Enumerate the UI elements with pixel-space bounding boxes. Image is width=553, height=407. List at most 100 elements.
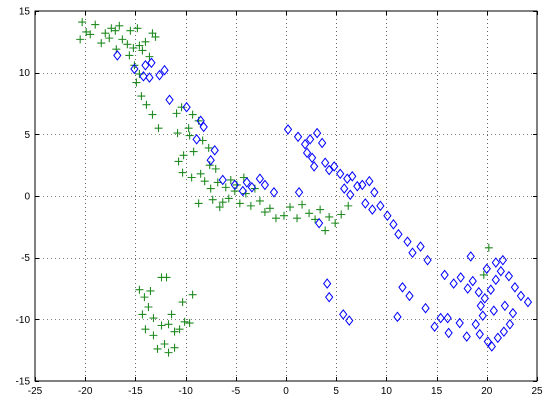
plus-marker: [178, 298, 187, 307]
plus-marker: [170, 343, 179, 352]
plus-marker: [177, 103, 186, 112]
x-tick-label: 0: [283, 386, 289, 397]
diamond-marker: [325, 164, 334, 176]
plus-marker: [160, 340, 169, 348]
diamond-marker: [455, 317, 464, 329]
plus-marker: [162, 273, 171, 282]
plus-marker: [188, 290, 197, 299]
diamond-marker: [389, 219, 398, 230]
diamond-marker: [145, 72, 154, 83]
plus-marker: [479, 270, 488, 279]
plus-marker: [305, 209, 314, 218]
plus-marker: [211, 164, 220, 173]
plus-marker: [135, 285, 144, 294]
diamond-marker: [376, 200, 385, 212]
plus-marker: [331, 219, 340, 228]
diamond-marker: [483, 336, 492, 347]
diamond-marker: [475, 328, 484, 340]
plus-marker: [198, 136, 207, 145]
diamond-marker: [516, 290, 526, 302]
plus-marker: [286, 203, 295, 212]
plus-marker: [344, 201, 353, 210]
x-tick-label: 10: [381, 386, 393, 397]
diamond-marker: [370, 186, 379, 198]
plus-marker: [101, 29, 110, 38]
plus-marker: [184, 124, 193, 133]
plus-marker: [179, 151, 188, 160]
diamond-marker: [346, 189, 355, 201]
diamond-marker: [283, 124, 293, 135]
plus-marker: [153, 344, 162, 353]
plus-marker: [118, 35, 127, 44]
diamond-marker: [247, 182, 257, 193]
plus-marker: [132, 78, 141, 87]
plus-marker: [133, 24, 142, 33]
diamond-marker: [260, 179, 270, 191]
diamond-marker: [300, 138, 310, 150]
plus-marker: [126, 26, 135, 35]
y-tick-label: 5: [24, 130, 30, 141]
diamond-marker: [393, 311, 402, 323]
diamond-marker: [141, 59, 150, 71]
diamond-marker: [314, 217, 324, 229]
diamond-marker: [147, 57, 156, 69]
y-tick-label: 10: [19, 68, 31, 79]
diamond-marker: [269, 186, 279, 198]
plus-marker: [174, 157, 183, 166]
diamond-marker: [487, 341, 496, 352]
plus-marker: [138, 310, 147, 319]
plus-marker: [208, 195, 217, 204]
diamond-marker: [361, 198, 370, 209]
plus-marker: [78, 18, 87, 27]
plus-marker: [230, 187, 239, 196]
diamond-marker: [463, 283, 472, 294]
diamond-marker: [182, 101, 191, 113]
plus-marker: [178, 168, 187, 177]
plus-marker: [173, 129, 182, 138]
diamond-marker: [505, 318, 515, 330]
diamond-marker: [440, 269, 449, 281]
plus-marker: [325, 212, 334, 221]
diamond-marker: [330, 161, 339, 172]
diamond-marker: [491, 257, 500, 268]
plus-marker: [142, 100, 151, 109]
diamond-marker: [491, 274, 500, 286]
plus-marker: [196, 169, 205, 178]
diamond-marker: [312, 127, 322, 139]
plus-marker: [180, 317, 189, 326]
plus-marker: [141, 325, 150, 334]
diamond-marker: [230, 179, 239, 191]
plus-marker: [170, 327, 179, 336]
diamond-marker: [474, 286, 483, 298]
diamond-marker: [436, 312, 445, 324]
plus-marker: [172, 109, 181, 118]
plus-marker: [135, 41, 144, 50]
plus-marker: [97, 39, 106, 48]
diamond-marker: [155, 69, 164, 81]
diamond-marker: [293, 131, 303, 143]
plus-marker: [157, 321, 166, 330]
plus-marker: [271, 214, 280, 223]
diamond-marker: [421, 302, 430, 314]
plus-marker: [151, 32, 160, 41]
diamond-marker: [466, 251, 475, 262]
plus-marker: [91, 20, 100, 29]
diamond-marker: [130, 63, 139, 75]
plus-marker: [185, 131, 194, 140]
diamond-marker: [394, 228, 403, 240]
diamond-marker: [206, 154, 215, 166]
x-tick-label: 25: [531, 386, 543, 397]
plus-marker: [188, 110, 197, 119]
plus-marker: [125, 51, 134, 60]
plus-marker: [194, 199, 203, 208]
plus-marker: [187, 173, 196, 182]
plus-marker: [185, 319, 194, 328]
diamond-marker: [489, 305, 498, 317]
plus-marker: [260, 208, 269, 217]
plus-marker: [246, 201, 255, 210]
diamond-marker: [307, 152, 317, 164]
plus-marker: [144, 303, 153, 311]
diamond-marker: [449, 278, 458, 289]
diamond-marker: [340, 183, 349, 194]
diamond-marker: [408, 247, 417, 259]
